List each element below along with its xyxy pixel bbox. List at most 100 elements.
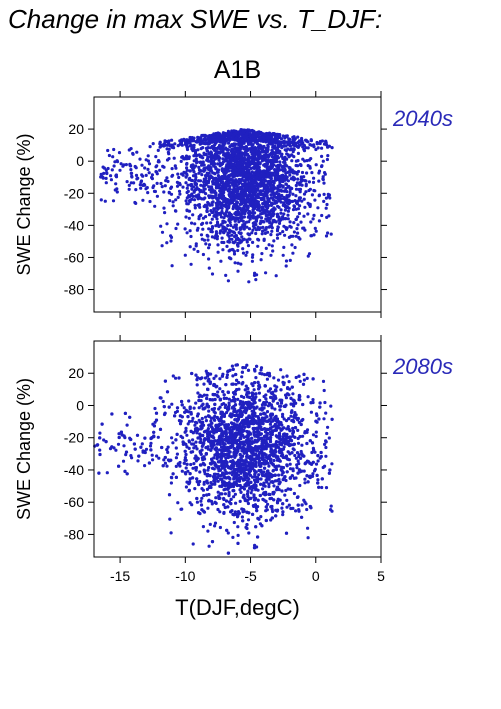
data-point (255, 182, 259, 186)
data-point (222, 153, 226, 157)
data-point (324, 234, 329, 238)
data-point (273, 407, 277, 411)
data-point (280, 174, 284, 178)
data-point (273, 146, 277, 150)
data-point (308, 143, 312, 147)
data-point (207, 213, 212, 217)
data-point (284, 134, 288, 138)
data-point (169, 239, 173, 243)
data-point (209, 174, 213, 178)
data-point (217, 137, 221, 141)
data-point (267, 171, 271, 175)
data-point (301, 434, 305, 438)
data-point (169, 481, 173, 485)
data-point (293, 245, 297, 250)
data-point (185, 168, 189, 172)
data-point (287, 503, 291, 507)
data-point (288, 467, 293, 471)
data-point (231, 225, 235, 229)
data-point (216, 200, 220, 204)
data-point (258, 221, 262, 226)
data-point (264, 226, 268, 230)
data-point (288, 200, 292, 204)
data-point (312, 188, 316, 193)
data-point (150, 453, 154, 457)
data-point (329, 404, 333, 408)
data-point (289, 225, 293, 229)
data-point (262, 158, 266, 162)
data-point (286, 209, 290, 213)
data-point (304, 138, 308, 142)
data-point (271, 509, 275, 514)
data-point (212, 376, 216, 380)
data-point (244, 253, 248, 257)
data-point (232, 193, 236, 197)
data-point (185, 147, 190, 152)
plot-frame (93, 96, 382, 313)
data-point (186, 183, 190, 187)
data-point (236, 397, 240, 401)
data-point (202, 197, 206, 201)
data-point (208, 151, 212, 155)
data-point (220, 197, 225, 201)
data-point (245, 225, 249, 229)
data-point (314, 163, 318, 167)
data-point (240, 212, 244, 216)
data-point (295, 466, 299, 470)
data-point (261, 229, 265, 233)
data-point (114, 175, 119, 179)
data-point (310, 193, 314, 197)
data-point (278, 177, 282, 181)
data-point (235, 410, 239, 414)
data-point (279, 141, 283, 145)
data-point (283, 208, 287, 212)
data-point (307, 252, 312, 256)
data-point (303, 481, 307, 485)
data-point (231, 143, 235, 147)
data-point (222, 216, 226, 220)
data-point (227, 397, 231, 401)
data-point (155, 181, 159, 185)
data-point (138, 157, 142, 161)
data-point (192, 190, 196, 194)
y-tick-label: 20 (68, 121, 84, 137)
data-point (178, 192, 182, 196)
data-point (229, 131, 233, 135)
data-point (252, 388, 256, 392)
data-point (116, 442, 121, 446)
data-point (254, 157, 258, 161)
data-point (303, 500, 307, 504)
data-point (227, 234, 231, 238)
data-point (162, 458, 166, 462)
data-point (222, 396, 226, 400)
data-point (230, 196, 234, 200)
data-point (104, 176, 108, 180)
data-point (201, 252, 205, 257)
data-point (230, 153, 234, 158)
data-point (296, 428, 300, 432)
data-point (254, 376, 258, 380)
data-point (322, 142, 327, 146)
data-point (199, 499, 203, 503)
data-point (314, 430, 318, 434)
data-point (261, 202, 265, 206)
data-point (251, 402, 255, 406)
data-point (227, 141, 231, 145)
data-point (313, 198, 317, 202)
data-point (250, 488, 254, 492)
data-point (184, 485, 188, 489)
data-point (226, 129, 230, 133)
data-point (109, 178, 113, 182)
data-point (131, 151, 135, 156)
data-point (224, 156, 228, 161)
data-point (309, 234, 313, 238)
data-point (240, 515, 244, 519)
data-point (280, 152, 284, 156)
data-point (231, 132, 236, 137)
data-point (278, 160, 282, 164)
data-point (296, 441, 301, 445)
data-point (297, 187, 301, 192)
data-point (260, 252, 264, 256)
data-point (202, 204, 206, 209)
